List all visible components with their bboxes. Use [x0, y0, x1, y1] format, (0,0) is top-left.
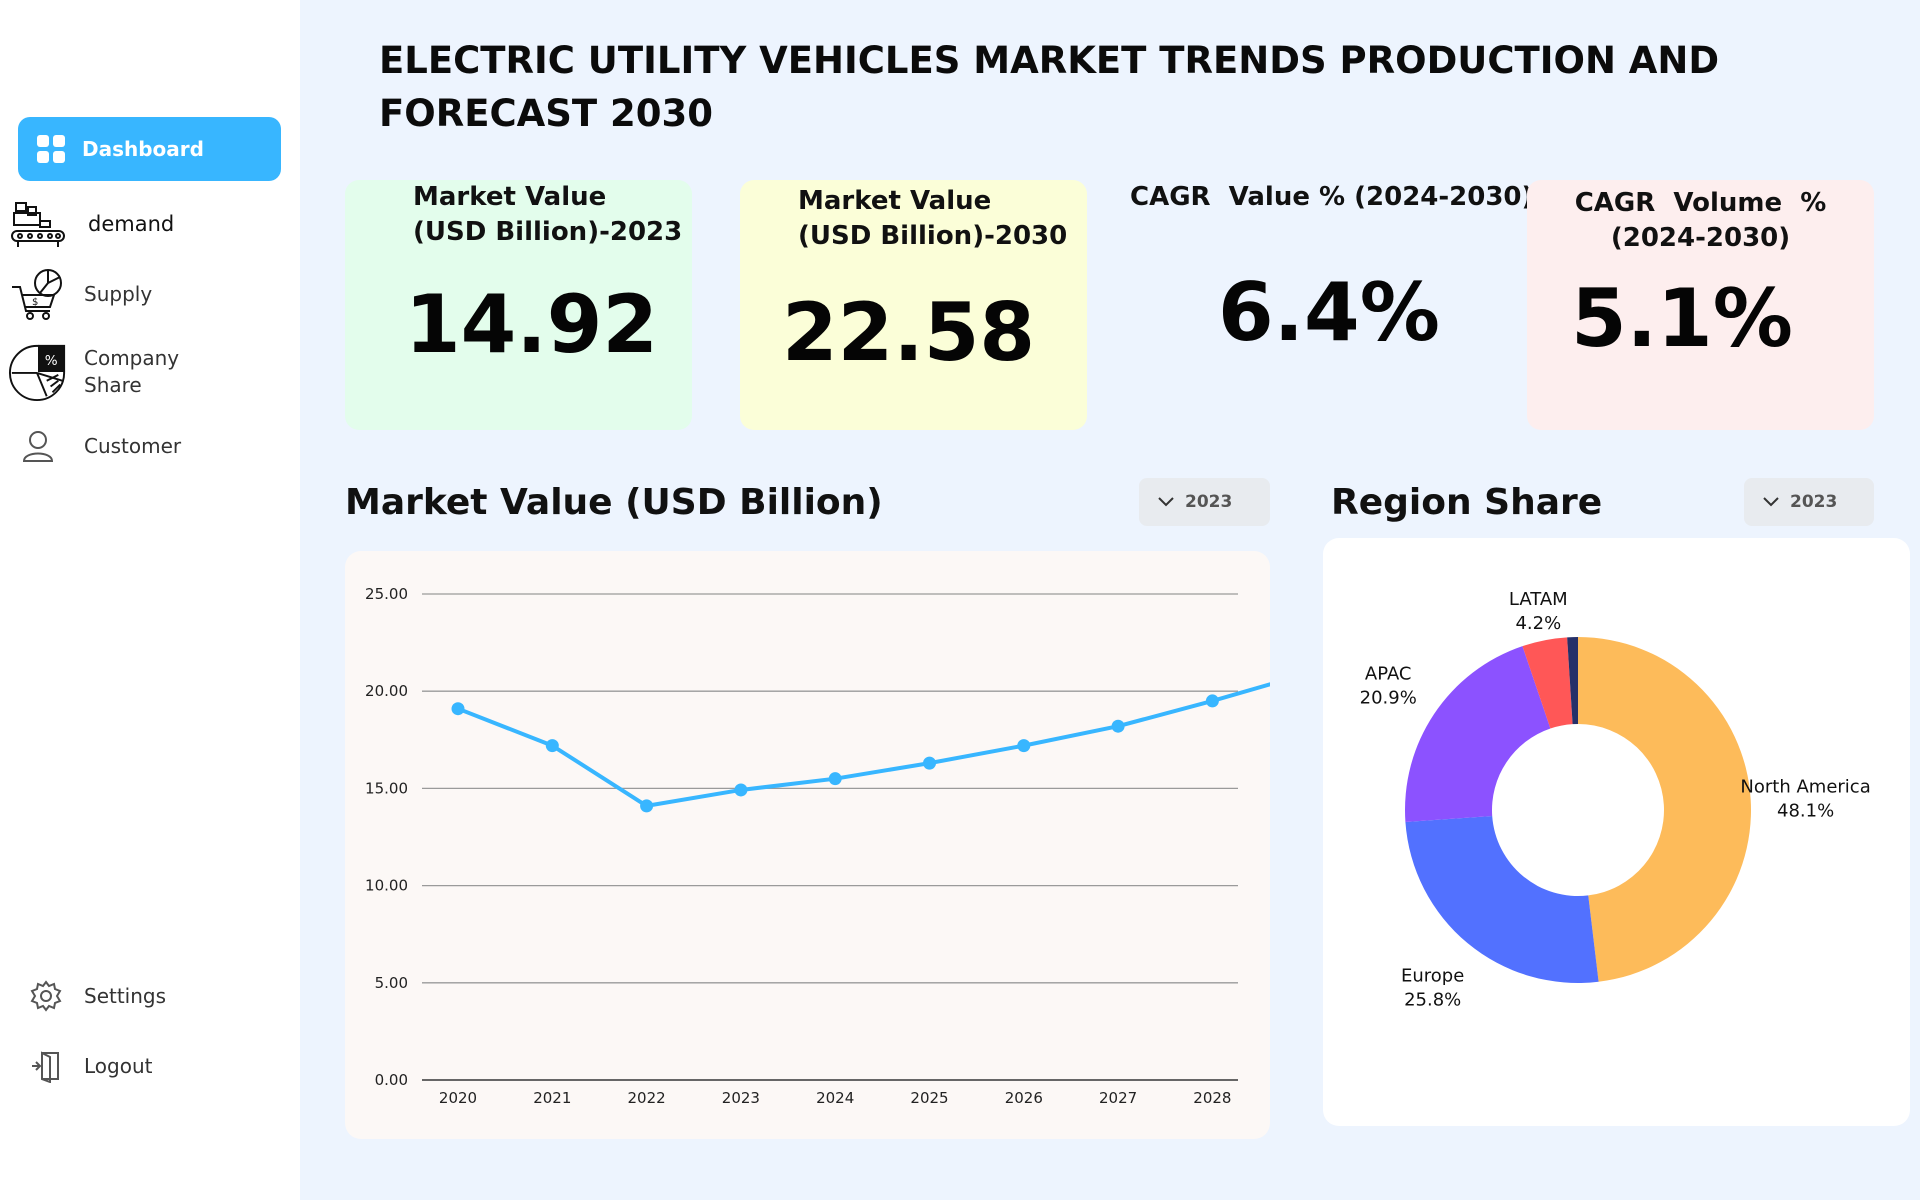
market-value-year-select[interactable]: 2023: [1139, 478, 1270, 526]
y-tick-label: 15.00: [365, 779, 408, 797]
sidebar-item-dashboard[interactable]: Dashboard: [18, 117, 281, 181]
data-point: [640, 799, 654, 813]
kpi-value: 6.4%: [1218, 266, 1440, 359]
slice-value: 4.2%: [1515, 613, 1561, 634]
kpi-label: Market Value (USD Billion)-2030: [798, 186, 1068, 251]
data-point: [1205, 694, 1219, 708]
gear-icon: [8, 968, 84, 1024]
region-share-year-select[interactable]: 2023: [1744, 478, 1874, 526]
svg-text:$: $: [32, 297, 38, 308]
pie-slice: [1567, 637, 1578, 725]
x-tick-label: 2023: [722, 1089, 760, 1107]
data-point: [828, 772, 842, 786]
chevron-down-icon: [1158, 497, 1174, 507]
data-point: [1111, 719, 1125, 733]
region-share-donut-chart: North America 48.1% Europe 25.8% APAC 20.9% LA…: [1360, 589, 1871, 1011]
y-tick-label: 20.00: [365, 682, 408, 700]
data-point: [451, 702, 465, 716]
sidebar-item-label: Company Share: [84, 346, 180, 397]
kpi-value: 5.1%: [1571, 272, 1793, 365]
sidebar-item-label: Logout: [84, 1053, 153, 1078]
sidebar-item-settings[interactable]: Settings: [8, 968, 166, 1024]
kpi-label: CAGR Volume % (2024-2030): [1574, 188, 1827, 253]
pie-slice: [1405, 815, 1599, 983]
data-point: [545, 739, 559, 753]
slice-value: 48.1%: [1777, 800, 1834, 821]
x-tick-label: 2020: [439, 1089, 477, 1107]
region-share-chart-panel: North America 48.1% Europe 25.8% APAC 20.9% LA…: [1323, 538, 1910, 1126]
sidebar-item-label: Supply: [84, 281, 153, 306]
y-tick-label: 10.00: [365, 877, 408, 895]
sidebar: Dashboard demand $: [0, 0, 300, 1200]
series-line: [457, 639, 1402, 808]
data-point: [1017, 739, 1031, 753]
sidebar-item-company-share[interactable]: % Company Share: [8, 344, 180, 402]
pie-slice: [1522, 637, 1573, 729]
sidebar-item-logout[interactable]: Logout: [8, 1038, 152, 1094]
sidebar-item-label: demand: [88, 211, 175, 236]
kpi-card-cagr-volume: CAGR Volume % (2024-2030) 5.1%: [1527, 180, 1874, 430]
page-title: ELECTRIC UTILITY VEHICLES MARKET TRENDS …: [379, 39, 1720, 135]
cart-pie-icon: $: [8, 266, 68, 322]
sidebar-item-customer[interactable]: Customer: [8, 418, 181, 474]
kpi-card-market-value-2023: Market Value (USD Billion)-2023 14.92: [345, 180, 692, 430]
y-tick-label: 5.00: [375, 974, 408, 992]
x-tick-label: 2024: [816, 1089, 854, 1107]
market-value-line-chart: 0.00 5.00 10.00 15.00 20.00 25.00 2020 2021 2022…: [365, 585, 1420, 1107]
slice-label: North America: [1740, 776, 1870, 797]
sidebar-item-label: Dashboard: [82, 136, 204, 161]
y-tick-label: 25.00: [365, 585, 408, 603]
kpi-value: 14.92: [405, 278, 659, 371]
dashboard-grid-icon: [36, 134, 66, 164]
kpi-label: Market Value (USD Billion)-2023: [413, 182, 683, 247]
x-tick-label: 2026: [1005, 1089, 1043, 1107]
x-tick-label: 2021: [533, 1089, 571, 1107]
year-select-value: 2023: [1185, 492, 1233, 512]
year-select-value: 2023: [1790, 492, 1838, 512]
pie-slice: [1578, 637, 1751, 982]
sidebar-item-label: Customer: [84, 433, 182, 458]
kpi-card-cagr-value: CAGR Value % (2024-2030) 6.4%: [1120, 180, 1533, 430]
kpi-card-market-value-2030: Market Value (USD Billion)-2030 22.58: [740, 180, 1087, 430]
x-tick-label: 2027: [1099, 1089, 1137, 1107]
slice-label: Europe: [1401, 966, 1464, 987]
sidebar-item-supply[interactable]: $ Supply: [8, 266, 152, 322]
x-tick-label: 2028: [1193, 1089, 1231, 1107]
logout-icon: [8, 1038, 84, 1094]
production-line-icon: [8, 196, 68, 252]
slice-value: 25.8%: [1404, 990, 1461, 1011]
slice-label: LATAM: [1509, 589, 1568, 610]
data-point: [734, 783, 748, 797]
y-tick-label: 0.00: [375, 1071, 408, 1089]
region-share-title: Region Share: [1331, 482, 1603, 523]
sidebar-item-demand[interactable]: demand: [8, 196, 174, 252]
market-value-chart-panel: 0.00 5.00 10.00 15.00 20.00 25.00 2020 2021 2022…: [345, 551, 1420, 1139]
x-tick-label: 2022: [628, 1089, 666, 1107]
slice-value: 20.9%: [1360, 688, 1417, 709]
user-icon: [8, 418, 68, 474]
x-tick-label: 2025: [910, 1089, 948, 1107]
pie-slice: [1405, 646, 1551, 822]
pie-percent-icon: %: [8, 344, 68, 402]
chevron-down-icon: [1763, 497, 1779, 507]
kpi-value: 22.58: [782, 286, 1036, 379]
sidebar-item-label: Settings: [84, 983, 167, 1008]
data-point: [923, 756, 936, 770]
kpi-label: CAGR Value % (2024-2030): [1130, 182, 1534, 212]
slice-label: APAC: [1365, 664, 1412, 685]
svg-text:%: %: [45, 353, 58, 369]
market-value-title: Market Value (USD Billion): [345, 482, 883, 523]
